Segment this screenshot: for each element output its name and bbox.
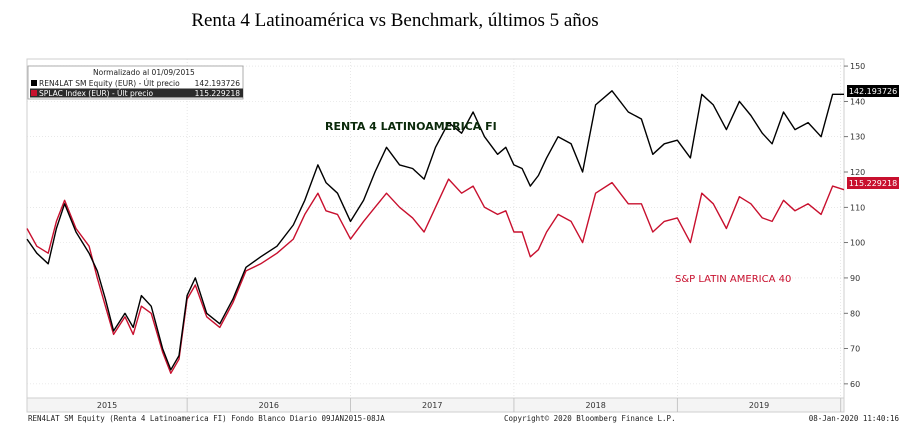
legend-row-index-bg bbox=[30, 88, 243, 98]
last-value-tag-fund: 142.193726 bbox=[847, 85, 899, 97]
grid bbox=[27, 59, 844, 398]
y-tick-label: 140 bbox=[850, 97, 865, 106]
plot-frame bbox=[26, 58, 845, 399]
y-tick-label: 150 bbox=[850, 62, 865, 71]
index-annotation: S&P LATIN AMERICA 40 bbox=[675, 274, 791, 285]
x-tick-label: 2015 bbox=[97, 401, 117, 410]
last-value-tag-index: 115.229218 bbox=[847, 177, 899, 189]
x-tick-label: 2017 bbox=[422, 401, 442, 410]
legend-label-fund: REN4LAT SM Equity (EUR) - Últ precio bbox=[39, 79, 180, 88]
series-layer bbox=[26, 90, 845, 374]
x-tick-label: 2016 bbox=[259, 401, 279, 410]
x-tick-label: 2018 bbox=[585, 401, 605, 410]
last-value-tag-fund-text: 142.193726 bbox=[849, 87, 897, 96]
legend-swatch-index bbox=[31, 90, 37, 96]
y-tick-label: 90 bbox=[850, 274, 860, 283]
last-value-tag-index-text: 115.229218 bbox=[849, 179, 897, 188]
legend-value-index: 115.229218 bbox=[195, 89, 241, 98]
x-axis-band-bg bbox=[26, 397, 845, 413]
y-tick-label: 130 bbox=[850, 133, 865, 142]
last-value-tag-index-bg bbox=[847, 177, 899, 189]
chart-title: Renta 4 Latinoamérica vs Benchmark, últi… bbox=[191, 10, 599, 31]
legend: Normalizado al 01/09/2015 REN4LAT SM Equ… bbox=[27, 65, 244, 100]
fund-annotation: RENTA 4 LATINOAMERICA FI bbox=[325, 120, 497, 133]
last-value-tag-fund-bg bbox=[847, 85, 899, 97]
footer-right: 08-Jan-2020 11:40:16 bbox=[809, 414, 900, 423]
y-tick-label: 110 bbox=[850, 203, 865, 212]
y-tick-label: 100 bbox=[850, 239, 865, 248]
series-line-fund bbox=[26, 90, 844, 371]
x-axis-band bbox=[26, 397, 845, 413]
footer-left: REN4LAT SM Equity (Renta 4 Latinoamerica… bbox=[28, 414, 385, 423]
legend-value-fund: 142.193726 bbox=[195, 79, 241, 88]
legend-swatch-fund bbox=[31, 80, 37, 86]
y-tick-label: 120 bbox=[850, 168, 865, 177]
x-axis: 2015 2016 2017 2018 2019 bbox=[97, 401, 769, 410]
footer-center: Copyright© 2020 Bloomberg Finance L.P. bbox=[504, 414, 676, 423]
legend-header: Normalizado al 01/09/2015 bbox=[93, 68, 195, 77]
y-tick-label: 70 bbox=[850, 345, 860, 354]
series-line-index bbox=[26, 178, 845, 374]
y-tick-label: 80 bbox=[850, 309, 860, 318]
y-tick-label: 60 bbox=[850, 380, 860, 389]
x-tick-label: 2019 bbox=[749, 401, 769, 410]
legend-label-index: SPLAC Index (EUR) - Últ precio bbox=[39, 89, 153, 98]
y-axis: 60 70 80 90 100 110 120 130 140 150 bbox=[844, 62, 865, 389]
